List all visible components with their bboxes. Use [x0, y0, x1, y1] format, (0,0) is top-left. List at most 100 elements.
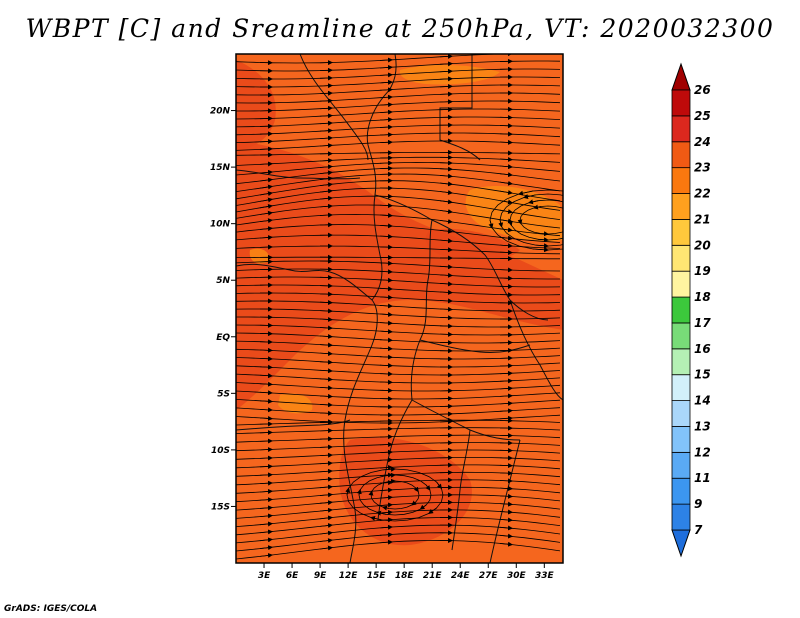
streamline-arrow [439, 419, 453, 425]
streamline-arrow [259, 497, 273, 503]
streamline-arrow [259, 463, 273, 469]
streamline-arrow [379, 329, 393, 335]
streamline-arrow [319, 170, 333, 176]
streamline-arrow [259, 455, 273, 461]
streamline-arrow [319, 90, 333, 96]
streamline-arrow [319, 359, 333, 365]
colorbar-label: 21 [694, 212, 711, 226]
lon-tick-label: 24E [451, 571, 471, 581]
streamline-arrow [379, 102, 393, 108]
lon-tick-label: 6E [286, 571, 299, 581]
colorbar-box [671, 400, 691, 427]
streamline-arrow [319, 98, 333, 104]
streamline-arrow [518, 190, 534, 196]
streamline-arrow [319, 158, 333, 164]
colorbar-box [671, 503, 691, 531]
colorbar: 7 9 11 12 13 14 15 16 17 18 19 20 21 22 23 24 25 26 [671, 62, 711, 558]
streamlines [236, 54, 563, 560]
lat-tick-label: EQ [216, 333, 230, 343]
lat-tick-label: 5N [216, 276, 230, 286]
streamline-arrow [498, 219, 504, 228]
colorbar-box [671, 115, 691, 143]
streamline-arrow [319, 484, 333, 490]
streamline-arrow [379, 79, 393, 85]
streamline-arrow [499, 156, 513, 162]
streamline-arrow [436, 481, 442, 490]
colorbar-label: 19 [694, 264, 711, 278]
boundary-line [374, 194, 549, 321]
colorbar-box [671, 193, 691, 220]
streamline-arrow [499, 478, 513, 484]
streamline-arrow [499, 486, 513, 492]
streamline-arrow [319, 351, 333, 357]
streamline-arrow [319, 316, 333, 322]
streamline-arrow [259, 177, 273, 183]
streamline-arrow [319, 419, 333, 425]
colorbar-box [671, 426, 691, 453]
streamline-arrow [428, 507, 437, 514]
streamline-arrow [499, 190, 513, 195]
colorbar-label: 20 [694, 238, 711, 252]
lat-tick-label: 15S [211, 502, 230, 512]
streamline-arrow [319, 182, 333, 188]
streamline-arrow [259, 138, 273, 144]
colorbar-label: 25 [694, 109, 711, 123]
streamline-arrow [259, 537, 273, 543]
streamline-arrow [439, 61, 453, 67]
lon-tick-label: 12E [339, 571, 359, 581]
streamline-arrow [379, 524, 393, 530]
boundary-line [366, 54, 397, 301]
streamline-arrow [319, 376, 333, 382]
streamline-arrow [319, 212, 333, 218]
colorbar-box [671, 219, 691, 246]
streamline-arrow [523, 194, 536, 200]
streamline-arrow [499, 501, 513, 507]
streamline-arrow [439, 54, 453, 59]
lat-tick-label: 5S [217, 389, 230, 399]
streamline-arrow [259, 203, 273, 209]
streamline-arrow [439, 281, 453, 287]
streamline-arrow [439, 238, 453, 244]
streamline-arrow [319, 530, 333, 536]
streamline-arrow [259, 146, 273, 152]
streamline-arrow [382, 505, 389, 511]
country-boundaries [236, 54, 563, 563]
streamline-arrow [319, 188, 333, 194]
streamline-arrow [319, 176, 333, 182]
streamline-arrow [379, 87, 393, 93]
streamline-arrow [499, 180, 513, 186]
streamline-arrow [356, 488, 362, 496]
streamline-arrow [368, 490, 374, 496]
colorbar-label: 26 [694, 83, 711, 97]
streamline-arrow [379, 94, 393, 100]
streamline-arrow [499, 517, 513, 523]
streamline-arrow [439, 247, 453, 253]
lon-tick-label: 30E [507, 571, 527, 581]
streamline-arrow [439, 209, 453, 215]
streamline-arrow [379, 234, 393, 240]
streamline-arrow [319, 444, 333, 450]
streamline-arrow [319, 500, 333, 506]
streamline-arrow [379, 72, 393, 78]
streamline-arrow [379, 472, 393, 478]
streamline-arrow [259, 552, 273, 558]
streamline-arrow [379, 539, 393, 545]
boundary-line [439, 54, 481, 161]
colorbar-label: 12 [694, 445, 711, 459]
streamline-arrow [439, 190, 453, 196]
streamline-arrow [259, 521, 273, 527]
colorbar-box [671, 270, 691, 298]
colorbar-label: 13 [694, 419, 711, 433]
streamline-arrow [499, 227, 513, 233]
streamline-arrow [259, 529, 273, 535]
streamline-arrow [319, 523, 333, 528]
streamline-arrow [517, 219, 523, 225]
latitude-axis: 20N 15N 10N 5N EQ 5S 10S 15S [210, 107, 236, 512]
streamline-arrow [385, 472, 396, 478]
streamline-arrow [499, 370, 513, 376]
streamline-arrow [499, 209, 513, 215]
colorbar-label: 22 [694, 187, 711, 201]
streamline-arrow [379, 269, 393, 275]
boundary-line [509, 299, 563, 401]
streamline-arrow [379, 303, 393, 309]
